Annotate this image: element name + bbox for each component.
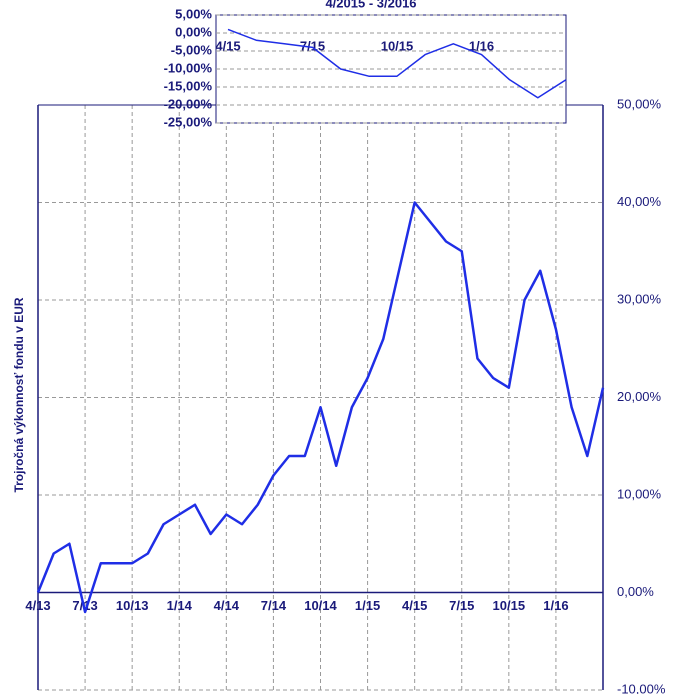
y-tick-label: 20,00% bbox=[617, 389, 662, 404]
x-tick-label: 10/15 bbox=[381, 38, 414, 53]
y-tick-label: -15,00% bbox=[164, 78, 213, 93]
y-tick-label: 0,00% bbox=[175, 24, 212, 39]
y-tick-label: 30,00% bbox=[617, 291, 662, 306]
y-tick-label: 10,00% bbox=[617, 486, 662, 501]
y-tick-label: -10,00% bbox=[164, 60, 213, 75]
y-tick-label: 0,00% bbox=[617, 584, 654, 599]
y-tick-label: 50,00% bbox=[617, 96, 662, 111]
y-tick-label: -25,00% bbox=[164, 114, 213, 129]
x-tick-label: 1/16 bbox=[469, 38, 494, 53]
data-line bbox=[227, 28, 567, 99]
x-tick-label: 1/14 bbox=[167, 598, 193, 613]
x-tick-label: 7/14 bbox=[261, 598, 287, 613]
chart-title: 4/2015 - 3/2016 bbox=[325, 0, 416, 10]
y-tick-label: 40,00% bbox=[617, 194, 662, 209]
data-line bbox=[36, 201, 605, 614]
x-tick-label: 7/15 bbox=[300, 38, 325, 53]
y-axis-label: Trojročná výkonnosť fondu v EUR bbox=[12, 297, 26, 492]
y-tick-label: -20,00% bbox=[164, 96, 213, 111]
x-tick-label: 10/14 bbox=[304, 598, 337, 613]
x-tick-label: 7/15 bbox=[449, 598, 474, 613]
x-tick-label: 4/14 bbox=[214, 598, 240, 613]
x-tick-label: 10/13 bbox=[116, 598, 149, 613]
x-tick-label: 1/15 bbox=[355, 598, 380, 613]
x-tick-label: 7/13 bbox=[72, 598, 97, 613]
y-tick-label: -5,00% bbox=[171, 42, 213, 57]
y-tick-label: 5,00% bbox=[175, 6, 212, 21]
x-tick-label: 1/16 bbox=[543, 598, 568, 613]
x-tick-label: 10/15 bbox=[493, 598, 526, 613]
x-tick-label: 4/15 bbox=[215, 38, 240, 53]
y-tick-label: -10,00% bbox=[617, 681, 666, 694]
x-tick-label: 4/15 bbox=[402, 598, 427, 613]
